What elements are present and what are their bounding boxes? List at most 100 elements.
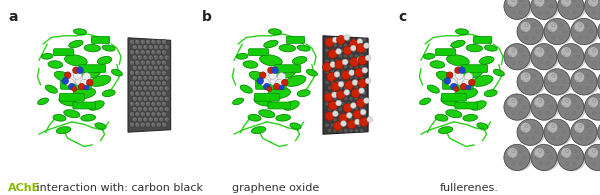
Circle shape: [325, 91, 329, 95]
Circle shape: [337, 35, 346, 44]
FancyBboxPatch shape: [53, 49, 74, 56]
Ellipse shape: [446, 110, 462, 118]
Circle shape: [139, 56, 140, 58]
Circle shape: [504, 0, 530, 19]
Circle shape: [165, 66, 167, 68]
Circle shape: [152, 113, 154, 114]
Circle shape: [359, 117, 368, 126]
Circle shape: [136, 71, 137, 73]
Ellipse shape: [76, 67, 100, 79]
Circle shape: [355, 107, 358, 111]
Circle shape: [130, 92, 132, 94]
Circle shape: [151, 39, 156, 45]
Circle shape: [135, 60, 140, 65]
Circle shape: [355, 68, 364, 77]
Circle shape: [341, 121, 346, 126]
Circle shape: [338, 86, 343, 90]
Circle shape: [160, 97, 161, 99]
Ellipse shape: [545, 22, 572, 45]
Circle shape: [151, 91, 156, 96]
Circle shape: [336, 91, 340, 95]
Circle shape: [161, 70, 167, 76]
Circle shape: [517, 18, 543, 45]
Circle shape: [462, 79, 470, 88]
Ellipse shape: [439, 127, 453, 134]
Circle shape: [152, 92, 154, 94]
Circle shape: [346, 113, 350, 117]
Circle shape: [341, 102, 345, 106]
Circle shape: [130, 123, 132, 125]
Circle shape: [160, 107, 161, 109]
Circle shape: [333, 86, 337, 90]
Circle shape: [261, 78, 269, 87]
Circle shape: [132, 75, 137, 81]
Circle shape: [341, 49, 345, 53]
Ellipse shape: [276, 114, 290, 121]
Circle shape: [156, 50, 161, 55]
Circle shape: [146, 92, 148, 94]
Circle shape: [557, 144, 584, 171]
Circle shape: [561, 98, 571, 107]
Circle shape: [346, 113, 352, 118]
Circle shape: [137, 117, 143, 122]
FancyBboxPatch shape: [436, 49, 455, 56]
Circle shape: [342, 59, 348, 65]
Circle shape: [358, 79, 367, 88]
Ellipse shape: [441, 97, 458, 106]
Circle shape: [535, 98, 544, 107]
Circle shape: [140, 60, 145, 65]
Circle shape: [143, 75, 148, 81]
Circle shape: [160, 76, 161, 78]
Circle shape: [157, 40, 159, 42]
Ellipse shape: [56, 127, 71, 134]
Circle shape: [357, 81, 361, 85]
Ellipse shape: [505, 148, 532, 171]
Circle shape: [141, 61, 143, 63]
Circle shape: [455, 71, 464, 79]
Circle shape: [135, 91, 140, 96]
Circle shape: [62, 78, 68, 84]
Circle shape: [148, 96, 154, 101]
Circle shape: [352, 81, 356, 85]
Circle shape: [135, 70, 140, 76]
Circle shape: [338, 81, 344, 87]
Circle shape: [325, 49, 329, 53]
Circle shape: [139, 45, 140, 47]
Circle shape: [161, 101, 167, 106]
Circle shape: [349, 86, 353, 90]
Ellipse shape: [446, 55, 469, 66]
Polygon shape: [323, 36, 368, 134]
Circle shape: [362, 70, 367, 74]
Circle shape: [135, 122, 140, 127]
Circle shape: [163, 113, 164, 114]
Circle shape: [130, 60, 135, 65]
Circle shape: [148, 44, 154, 50]
Circle shape: [136, 51, 137, 52]
Circle shape: [163, 71, 164, 73]
Circle shape: [143, 65, 148, 70]
Circle shape: [160, 87, 161, 89]
Circle shape: [163, 102, 164, 104]
Ellipse shape: [69, 40, 83, 48]
Circle shape: [504, 43, 530, 70]
Circle shape: [336, 49, 341, 54]
Circle shape: [325, 81, 329, 85]
Text: AChE: AChE: [8, 183, 40, 193]
Circle shape: [148, 106, 154, 112]
Circle shape: [344, 97, 348, 101]
Circle shape: [346, 81, 350, 85]
Circle shape: [263, 83, 270, 90]
Circle shape: [156, 39, 161, 45]
Circle shape: [143, 106, 148, 112]
Circle shape: [164, 44, 169, 50]
Circle shape: [163, 40, 164, 42]
Ellipse shape: [477, 123, 488, 129]
Circle shape: [151, 101, 156, 106]
Ellipse shape: [307, 69, 317, 76]
Ellipse shape: [470, 101, 486, 110]
Ellipse shape: [472, 75, 493, 86]
Ellipse shape: [518, 122, 545, 146]
Circle shape: [364, 98, 370, 104]
Circle shape: [367, 117, 373, 122]
Circle shape: [154, 56, 156, 58]
